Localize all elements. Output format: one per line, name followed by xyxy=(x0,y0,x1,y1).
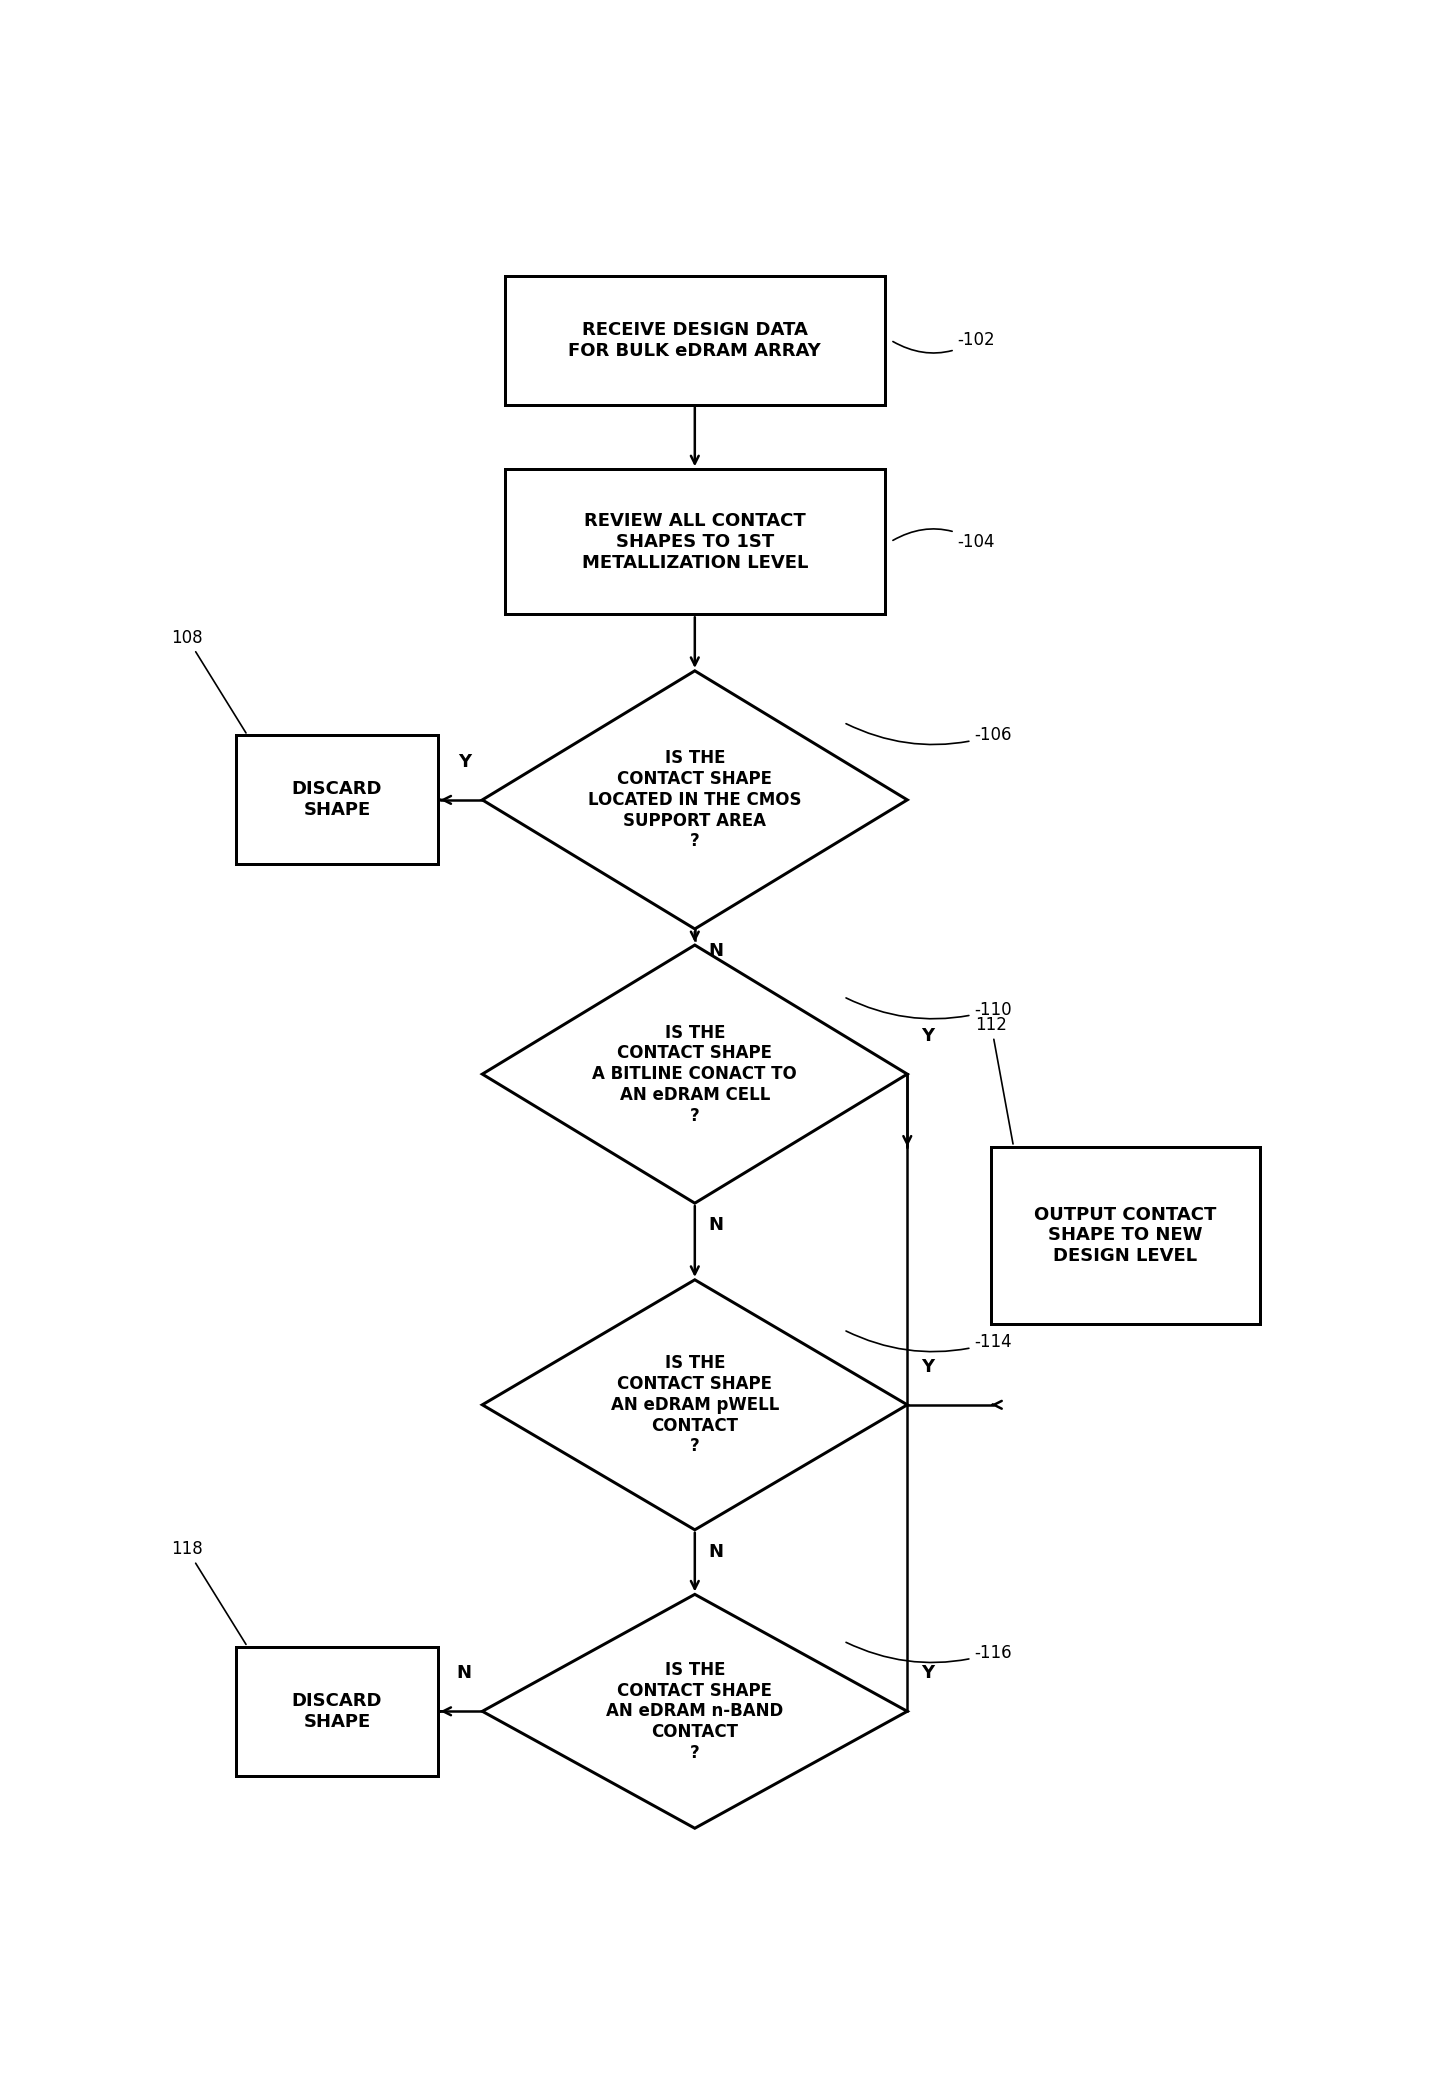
Polygon shape xyxy=(482,670,908,928)
Text: -104: -104 xyxy=(893,528,996,551)
Text: REVIEW ALL CONTACT
SHAPES TO 1ST
METALLIZATION LEVEL: REVIEW ALL CONTACT SHAPES TO 1ST METALLI… xyxy=(582,511,808,572)
Bar xyxy=(505,469,885,614)
Text: Y: Y xyxy=(457,752,470,771)
Text: 108: 108 xyxy=(172,628,245,733)
Text: -110: -110 xyxy=(846,997,1012,1018)
Text: DISCARD
SHAPE: DISCARD SHAPE xyxy=(291,781,382,819)
Text: -116: -116 xyxy=(846,1642,1012,1663)
Text: DISCARD
SHAPE: DISCARD SHAPE xyxy=(291,1693,382,1730)
Text: OUTPUT CONTACT
SHAPE TO NEW
DESIGN LEVEL: OUTPUT CONTACT SHAPE TO NEW DESIGN LEVEL xyxy=(1035,1205,1216,1265)
Text: N: N xyxy=(456,1663,470,1682)
Text: -106: -106 xyxy=(846,723,1012,744)
Text: IS THE
CONTACT SHAPE
LOCATED IN THE CMOS
SUPPORT AREA
?: IS THE CONTACT SHAPE LOCATED IN THE CMOS… xyxy=(589,750,801,851)
Text: N: N xyxy=(709,1215,723,1234)
Text: Y: Y xyxy=(921,1358,934,1376)
Polygon shape xyxy=(482,1594,908,1829)
Text: Y: Y xyxy=(921,1663,934,1682)
Text: IS THE
CONTACT SHAPE
A BITLINE CONACT TO
AN eDRAM CELL
?: IS THE CONTACT SHAPE A BITLINE CONACT TO… xyxy=(593,1024,797,1125)
Polygon shape xyxy=(482,945,908,1203)
Bar xyxy=(237,1647,437,1777)
Text: -114: -114 xyxy=(846,1330,1012,1351)
Bar xyxy=(237,735,437,865)
Polygon shape xyxy=(482,1280,908,1529)
Text: 112: 112 xyxy=(975,1016,1013,1144)
Bar xyxy=(505,277,885,404)
Text: -102: -102 xyxy=(893,331,996,354)
Text: N: N xyxy=(709,943,723,960)
Text: IS THE
CONTACT SHAPE
AN eDRAM pWELL
CONTACT
?: IS THE CONTACT SHAPE AN eDRAM pWELL CONT… xyxy=(610,1353,779,1456)
Text: Y: Y xyxy=(921,1027,934,1045)
Text: 118: 118 xyxy=(170,1540,245,1645)
Text: RECEIVE DESIGN DATA
FOR BULK eDRAM ARRAY: RECEIVE DESIGN DATA FOR BULK eDRAM ARRAY xyxy=(569,321,821,360)
Text: IS THE
CONTACT SHAPE
AN eDRAM n-BAND
CONTACT
?: IS THE CONTACT SHAPE AN eDRAM n-BAND CON… xyxy=(606,1661,784,1762)
Text: N: N xyxy=(709,1542,723,1561)
Bar xyxy=(991,1146,1260,1324)
